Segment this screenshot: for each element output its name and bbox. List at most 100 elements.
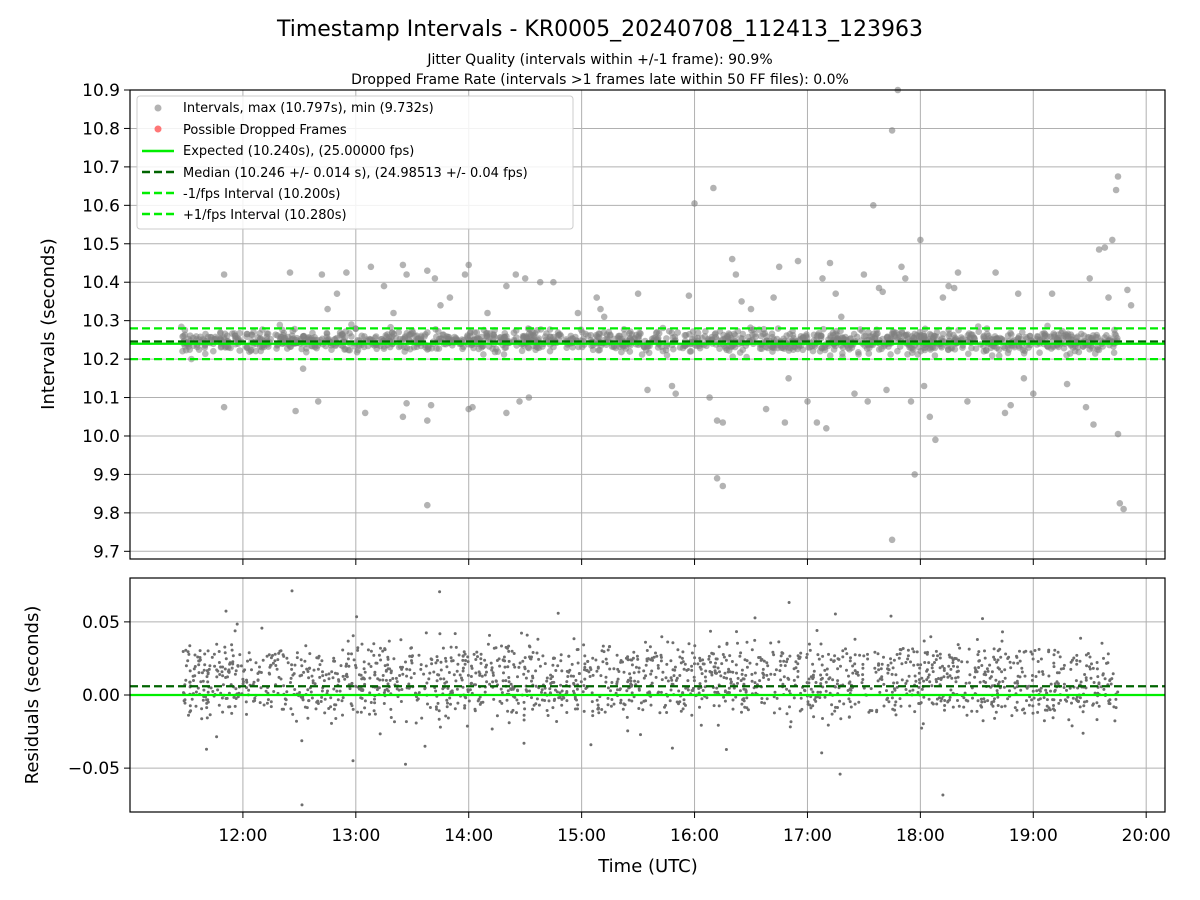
residual-point [492,697,496,701]
interval-point [826,352,834,359]
residual-point [816,690,820,694]
residual-point [377,653,381,657]
interval-outlier-point [525,394,533,401]
residual-point [572,689,575,693]
residual-point [386,655,390,659]
residual-point [507,644,511,648]
residual-point [412,672,416,675]
residual-point [215,642,219,646]
interval-point [926,344,934,352]
residual-point [417,653,421,657]
residual-point [849,656,852,660]
residual-point [630,691,634,695]
residual-point [666,640,670,644]
intervals-y-tick-label: 9.7 [93,542,120,562]
residual-point [247,688,251,692]
residual-point [788,705,791,709]
residual-point [258,665,261,669]
residual-point [885,689,888,693]
residual-point [411,654,414,658]
residuals-y-ticks: −0.050.000.05 [68,613,130,779]
interval-point [348,333,355,340]
residual-point [654,651,657,655]
residual-point [684,686,688,690]
interval-outlier-point [634,290,642,298]
residual-point [323,697,327,701]
residual-point [395,680,399,684]
residual-point [722,676,726,679]
residual-point [769,672,773,676]
residual-point [521,659,525,663]
residual-point [849,705,853,709]
residual-point [368,712,371,716]
interval-point [435,328,442,335]
residual-point [1112,705,1116,709]
residual-point [292,672,296,676]
interval-point [694,334,702,342]
residual-point [722,695,726,699]
residual-point [669,676,673,680]
residual-point [799,696,803,700]
interval-outlier-point [950,284,958,292]
residual-point [660,678,664,682]
residual-point [224,657,228,661]
residual-point [372,653,376,657]
legend-minus-label: -1/fps Interval (10.200s) [183,187,340,202]
interval-point [1110,349,1118,357]
residual-point [201,698,205,702]
residual-point [925,678,929,682]
residual-point [1102,656,1105,660]
residual-point [463,652,467,656]
residual-point [952,664,955,668]
residual-point [1082,704,1086,708]
residual-point [630,699,634,703]
residual-point [645,657,649,661]
residual-point [234,669,238,673]
residual-point [996,704,1000,707]
residual-point [659,690,663,694]
residual-point [785,712,789,716]
residual-point [775,696,779,700]
residual-point [838,772,842,776]
residual-point [993,697,996,701]
residual-point [898,697,902,701]
residual-point [217,661,221,664]
residual-point [1084,676,1088,680]
interval-point [303,348,310,356]
interval-point [606,332,614,339]
residual-point [732,686,736,690]
residual-point [1114,697,1118,701]
residual-point [908,689,912,693]
residual-point [1075,653,1079,657]
residual-point [1053,688,1057,692]
residual-point [439,677,443,681]
residual-point [1091,703,1095,707]
residual-point [461,666,465,670]
residual-point [357,673,361,677]
residual-point [461,658,465,662]
residual-point [300,803,304,807]
residual-point [740,672,744,676]
residual-point [616,688,619,692]
residual-point [354,663,357,667]
residual-point [190,697,194,701]
residual-point [329,705,333,709]
residual-point [858,653,862,657]
residual-point [290,663,294,667]
interval-point [252,347,260,355]
interval-outlier-point [685,292,693,300]
interval-outlier-point [1048,290,1056,298]
residual-point [943,708,946,712]
interval-point [965,350,972,358]
residual-point [894,673,898,677]
residual-point [869,687,873,691]
residual-point [778,669,782,673]
residuals-panel: −0.050.000.05 12:00 13:00 14:00 15:00 16:00 1… [22,577,1171,877]
residual-point [741,698,745,702]
residual-point [836,679,840,683]
residual-point [356,648,360,652]
residual-point [1078,659,1082,663]
residual-point [735,630,738,634]
residual-point [608,667,612,671]
residual-point [1085,664,1089,668]
